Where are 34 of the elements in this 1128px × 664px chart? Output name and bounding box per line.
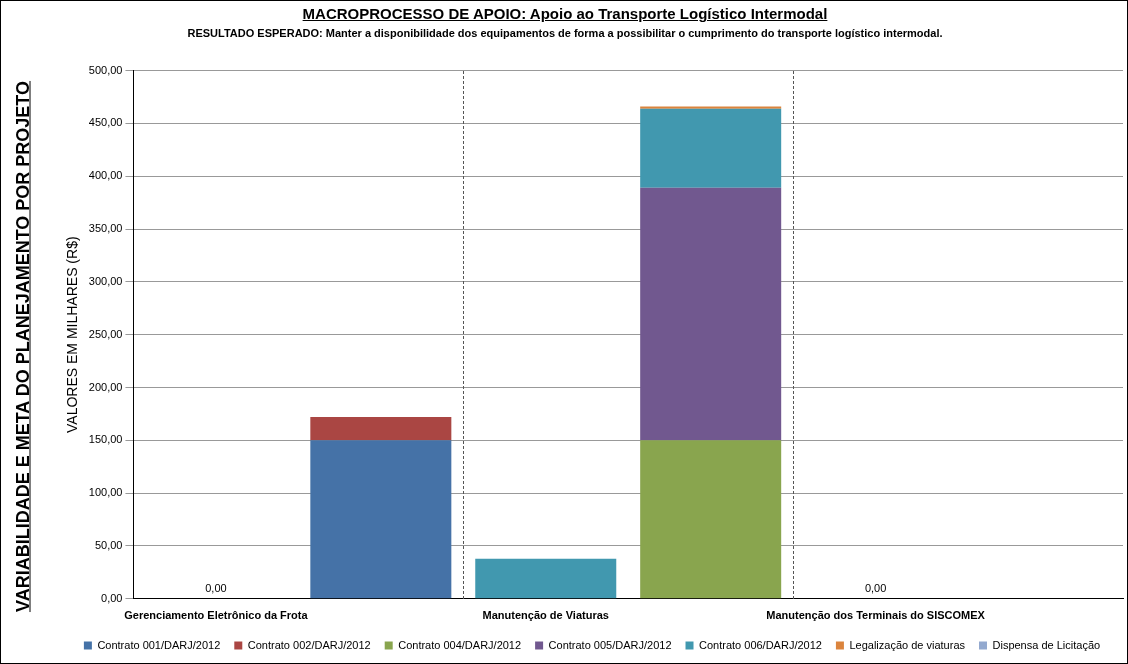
y-tick-label: 150,00 — [88, 433, 123, 446]
legend-label: Contrato 002/DARJ/2012 — [247, 638, 371, 651]
text: VARIABILIDADE E META DO PLANEJAMENTO POR PROJETO — [12, 79, 34, 615]
legend-label: Contrato 006/DARJ/2012 — [699, 638, 822, 651]
bar — [640, 187, 782, 441]
y-tick-label: 400,00 — [88, 169, 123, 182]
legend-label: Legalização de viaturas — [849, 638, 966, 651]
y-axis-title: VALORES EM MILHARES (R$) — [64, 236, 81, 433]
x-tick-label: Manutenção de Viaturas — [482, 609, 609, 622]
legend-label: Contrato 004/DARJ/2012 — [398, 638, 522, 651]
y-tick-label: 200,00 — [88, 380, 123, 393]
legend-label: Contrato 005/DARJ/2012 — [548, 638, 672, 651]
bar — [310, 417, 452, 441]
data-label: 0,00 — [864, 582, 887, 595]
legend-label: Dispensa de Licitação — [992, 638, 1101, 651]
bar — [640, 106, 782, 109]
bar — [640, 108, 782, 188]
bar — [475, 558, 617, 599]
y-tick-label: 100,00 — [88, 486, 123, 499]
y-tick-label: 350,00 — [88, 222, 123, 235]
y-tick-label: 300,00 — [88, 274, 123, 287]
y-tick-label: 50,00 — [94, 539, 123, 552]
y-tick-label: 250,00 — [88, 327, 123, 340]
bar — [640, 440, 782, 599]
legend-label: Contrato 001/DARJ/2012 — [97, 638, 221, 651]
chart-subtitle: RESULTADO ESPERADO: Manter a disponibilidade dos equipamentos de forma a possibilitar o cumprimento do transporte logístico intermodal. — [186, 27, 944, 39]
x-tick-label: Manutenção dos Terminais do SISCOMEX — [766, 609, 986, 622]
chart-title: MACROPROCESSO DE APOIO: Apoio ao Transporte Logístico Intermodal — [301, 5, 829, 22]
bar — [310, 440, 452, 599]
y-tick-label: 500,00 — [88, 63, 123, 76]
x-tick-label: Gerenciamento Eletrônico da Frota — [124, 609, 309, 622]
data-label: 0,00 — [205, 582, 227, 595]
y-tick-label: 450,00 — [88, 116, 123, 129]
y-tick-label: 0,00 — [101, 591, 123, 604]
